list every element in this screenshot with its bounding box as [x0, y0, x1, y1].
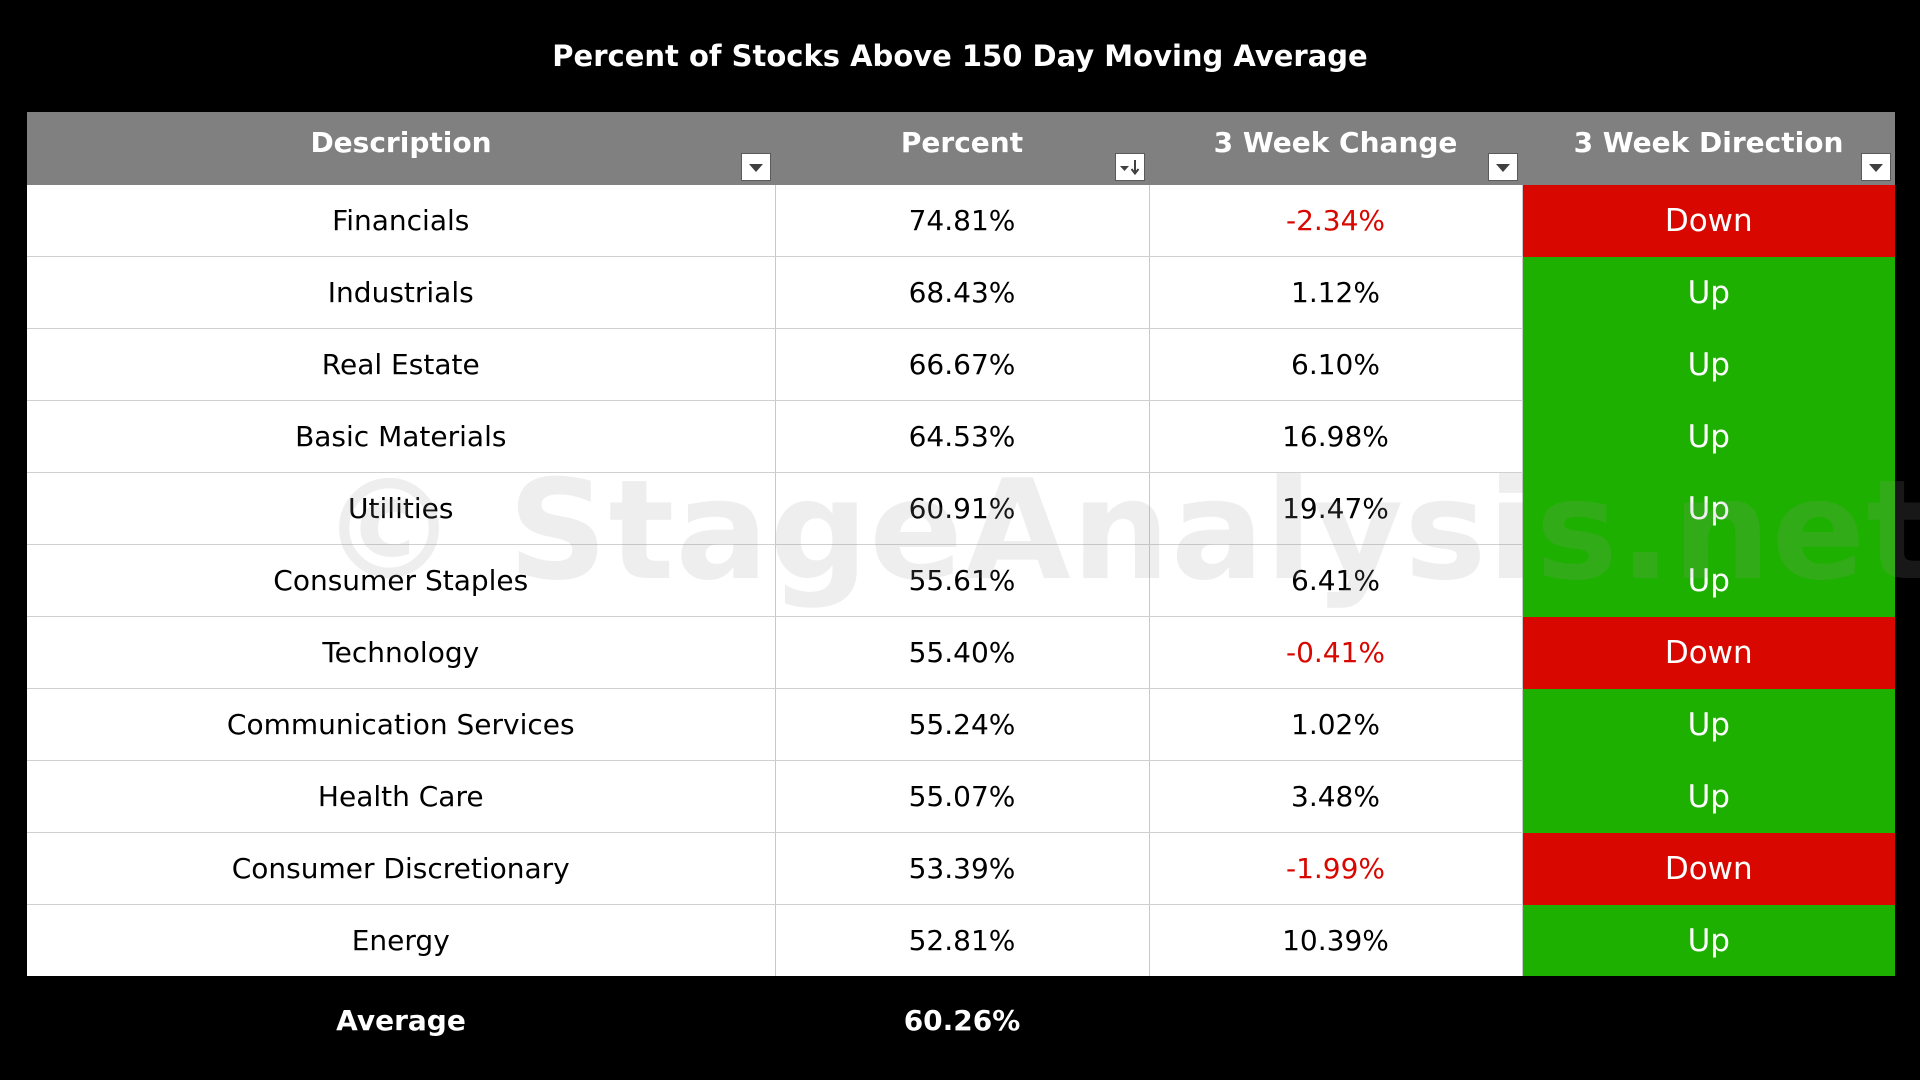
direction-cell: Down [1522, 185, 1895, 257]
direction-cell: Up [1522, 688, 1895, 761]
percent-cell: 52.81% [775, 904, 1150, 976]
description-cell: Consumer Discretionary [27, 832, 776, 905]
empty-cell [1522, 976, 1895, 1064]
table-row: Basic Materials 64.53% 16.98% Up [27, 400, 1895, 473]
direction-cell: Down [1522, 616, 1895, 689]
percent-cell: 55.40% [775, 616, 1150, 689]
description-cell: Communication Services [27, 688, 776, 761]
column-header-3-week-change: 3 Week Change [1149, 112, 1522, 185]
description-cell: Industrials [27, 256, 776, 329]
change-cell: -0.41% [1149, 616, 1523, 689]
filter-dropdown-icon[interactable] [741, 153, 771, 181]
change-cell: 1.12% [1149, 256, 1523, 329]
table-row: Utilities 60.91% 19.47% Up [27, 472, 1895, 545]
column-header-3-week-direction: 3 Week Direction [1522, 112, 1895, 185]
table-row: Communication Services 55.24% 1.02% Up [27, 688, 1895, 761]
description-cell: Real Estate [27, 328, 776, 401]
direction-cell: Up [1522, 472, 1895, 545]
header-row: Description Percent [27, 112, 1895, 185]
filter-dropdown-icon[interactable] [1861, 153, 1891, 181]
table-row: Industrials 68.43% 1.12% Up [27, 256, 1895, 329]
average-label: Average [27, 976, 775, 1064]
sort-descending-icon[interactable] [1115, 153, 1145, 181]
percent-cell: 55.24% [775, 688, 1150, 761]
change-cell: 19.47% [1149, 472, 1523, 545]
table-row: Health Care 55.07% 3.48% Up [27, 760, 1895, 833]
direction-cell: Up [1522, 328, 1895, 401]
table-row: Technology 55.40% -0.41% Down [27, 616, 1895, 689]
change-cell: -2.34% [1149, 185, 1523, 257]
direction-cell: Up [1522, 400, 1895, 473]
column-header-label: Percent [900, 126, 1024, 159]
description-cell: Energy [27, 904, 776, 976]
description-cell: Consumer Staples [27, 544, 776, 617]
data-table: Description Percent [27, 112, 1895, 1064]
percent-cell: 55.07% [775, 760, 1150, 833]
direction-cell: Down [1522, 832, 1895, 905]
percent-cell: 53.39% [775, 832, 1150, 905]
percent-cell: 74.81% [775, 185, 1150, 257]
table-body: Financials 74.81% -2.34% Down Industrials 68.… [27, 185, 1895, 976]
change-cell: 10.39% [1149, 904, 1523, 976]
percent-cell: 55.61% [775, 544, 1150, 617]
column-header-label: 3 Week Change [1213, 126, 1458, 159]
description-cell: Basic Materials [27, 400, 776, 473]
change-cell: 6.41% [1149, 544, 1523, 617]
description-cell: Health Care [27, 760, 776, 833]
change-cell: 1.02% [1149, 688, 1523, 761]
column-header-label: 3 Week Direction [1573, 126, 1844, 159]
change-cell: 16.98% [1149, 400, 1523, 473]
description-cell: Financials [27, 185, 776, 257]
description-cell: Utilities [27, 472, 776, 545]
table-row: Financials 74.81% -2.34% Down [27, 185, 1895, 257]
chart-title: Percent of Stocks Above 150 Day Moving A… [552, 39, 1368, 73]
change-cell: -1.99% [1149, 832, 1523, 905]
direction-cell: Up [1522, 256, 1895, 329]
table-row: Energy 52.81% 10.39% Up [27, 904, 1895, 976]
description-cell: Technology [27, 616, 776, 689]
filter-dropdown-icon[interactable] [1488, 153, 1518, 181]
column-header-description: Description [27, 112, 775, 185]
average-value: 60.26% [775, 976, 1149, 1064]
column-header-percent: Percent [775, 112, 1149, 185]
direction-cell: Up [1522, 544, 1895, 617]
percent-cell: 60.91% [775, 472, 1150, 545]
percent-cell: 68.43% [775, 256, 1150, 329]
direction-cell: Up [1522, 904, 1895, 976]
change-cell: 3.48% [1149, 760, 1523, 833]
column-header-label: Description [310, 126, 492, 159]
data-table-container: Description Percent [27, 112, 1895, 1064]
table-row: Consumer Staples 55.61% 6.41% Up [27, 544, 1895, 617]
percent-cell: 66.67% [775, 328, 1150, 401]
direction-cell: Up [1522, 760, 1895, 833]
empty-cell [1149, 976, 1522, 1064]
average-row: Average 60.26% [27, 976, 1895, 1064]
table-row: Consumer Discretionary 53.39% -1.99% Down [27, 832, 1895, 905]
percent-cell: 64.53% [775, 400, 1150, 473]
table-row: Real Estate 66.67% 6.10% Up [27, 328, 1895, 401]
change-cell: 6.10% [1149, 328, 1523, 401]
